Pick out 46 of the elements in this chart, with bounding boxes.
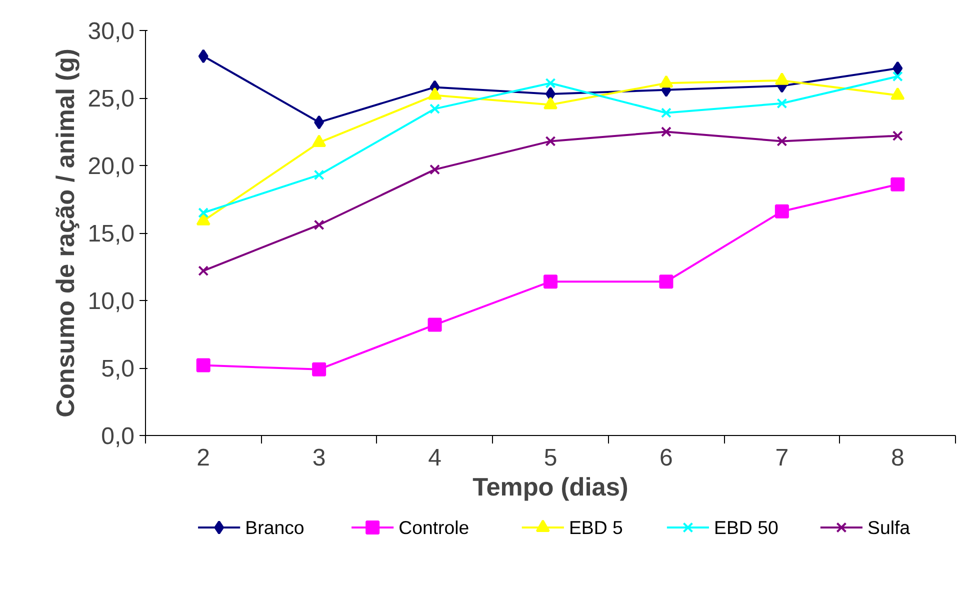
point	[659, 274, 674, 289]
point	[660, 108, 672, 118]
x-axis-title: Tempo (dias)	[472, 474, 628, 502]
y-tick-label: 0,0	[101, 423, 135, 450]
point	[892, 71, 903, 82]
x-tick-label: 3	[312, 444, 326, 472]
point	[196, 358, 210, 372]
point	[312, 134, 326, 148]
point	[892, 130, 903, 142]
point	[314, 220, 324, 230]
x-tick-label: 4	[428, 444, 442, 472]
point	[428, 318, 442, 332]
y-tick-label: 10,0	[88, 288, 135, 315]
legend-label: Controle	[398, 517, 470, 538]
point	[312, 362, 326, 376]
point	[314, 170, 324, 180]
y-tick-label: 30,0	[88, 18, 135, 45]
point	[198, 49, 208, 64]
point	[545, 78, 556, 88]
legend-label: EBD 50	[714, 517, 778, 538]
x-tick-label: 2	[196, 444, 210, 472]
x-tick-label: 6	[660, 444, 673, 472]
point	[774, 204, 789, 218]
y-axis-title: Consumo de ração / animal (g)	[52, 48, 80, 418]
legend-label: Branco	[245, 517, 304, 538]
y-tick-label: 25,0	[88, 86, 135, 112]
x-tick-label: 8	[890, 444, 904, 472]
point	[314, 115, 324, 130]
legend-label: EBD 5	[568, 517, 623, 538]
x-tick-label: 7	[775, 444, 789, 472]
point	[198, 208, 209, 218]
point	[544, 274, 558, 289]
point	[776, 98, 788, 109]
point	[430, 164, 440, 175]
y-tick-label: 20,0	[88, 153, 135, 180]
y-tick-label: 15,0	[88, 220, 135, 248]
y-tick-label: 5,0	[101, 356, 135, 382]
point	[545, 136, 556, 146]
point	[660, 126, 672, 137]
legend-label: Sulfa	[868, 517, 911, 538]
point	[890, 177, 905, 192]
point	[198, 266, 209, 276]
x-tick-label: 5	[544, 444, 558, 472]
point	[776, 136, 788, 146]
point	[430, 104, 440, 114]
point	[892, 61, 903, 76]
